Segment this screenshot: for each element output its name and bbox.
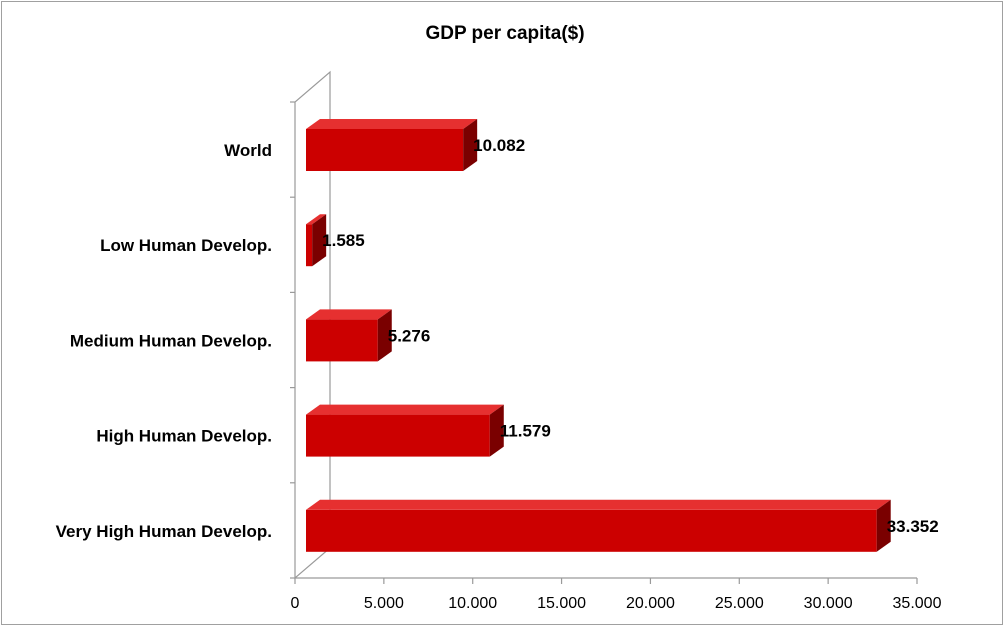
bar-top	[306, 309, 392, 320]
bar-side	[463, 119, 478, 171]
bar-side	[489, 404, 504, 457]
category-label: Very High Human Develop.	[56, 522, 272, 541]
data-label: 11.579	[500, 422, 551, 441]
x-tick-label: 35.000	[893, 595, 942, 612]
x-tick-label: 15.000	[537, 595, 586, 612]
x-tick-label: 30.000	[804, 595, 853, 612]
bar-front	[306, 224, 313, 267]
bar-side	[876, 499, 891, 552]
x-tick-label: 25.000	[715, 595, 764, 612]
bar-top	[306, 119, 478, 129]
bar-top	[306, 214, 327, 225]
bar	[306, 119, 478, 171]
x-tick-label: 5.000	[364, 595, 404, 612]
bar-side	[377, 309, 392, 362]
bar-front	[306, 414, 490, 457]
x-tick-label: 0	[291, 595, 300, 612]
bar-top	[306, 499, 891, 510]
bar-side	[312, 214, 327, 267]
bar-front	[306, 509, 877, 552]
bar	[306, 309, 392, 362]
axis-wall	[294, 70, 331, 580]
data-label: 5.276	[388, 326, 431, 345]
bar	[306, 404, 504, 457]
x-tick-label: 10.000	[448, 595, 497, 612]
category-label: Low Human Develop.	[100, 236, 272, 255]
bar-front	[306, 129, 464, 171]
bar	[306, 499, 891, 552]
category-label: World	[224, 141, 272, 160]
bar-top	[306, 404, 504, 415]
bar-front	[306, 319, 378, 362]
category-label: Medium Human Develop.	[70, 331, 272, 350]
data-label: 10.082	[473, 136, 525, 155]
chart-title: GDP per capita($)	[425, 23, 584, 44]
bar	[306, 214, 327, 267]
data-label: 33.352	[887, 517, 939, 536]
category-label: High Human Develop.	[96, 427, 272, 446]
data-label: 1.585	[322, 231, 365, 250]
x-tick-label: 20.000	[626, 595, 675, 612]
